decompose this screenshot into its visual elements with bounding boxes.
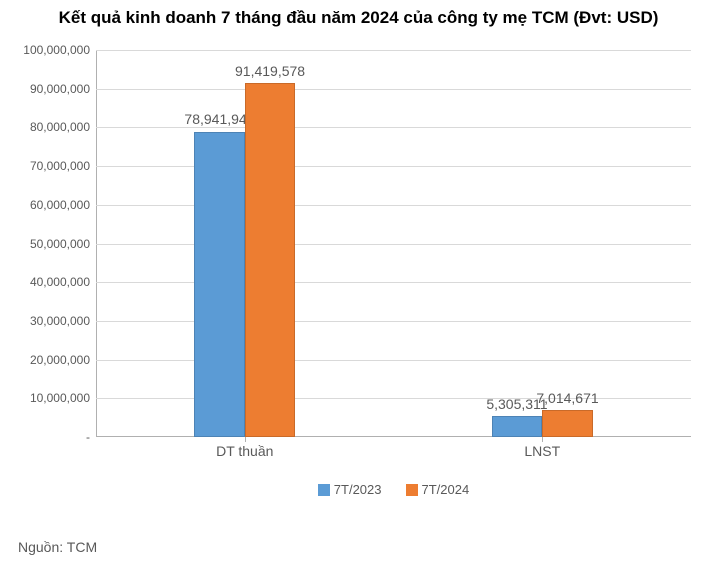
chart-title: Kết quả kinh doanh 7 tháng đầu năm 2024 … bbox=[0, 8, 717, 28]
gridline bbox=[96, 282, 691, 283]
chart-plot: -10,000,00020,000,00030,000,00040,000,00… bbox=[96, 50, 691, 437]
bar-lnst-s2024 bbox=[542, 410, 593, 437]
bar-lnst-s2023 bbox=[492, 416, 543, 437]
legend-item-s2023: 7T/2023 bbox=[318, 481, 382, 497]
bar-dt_thuan-s2024 bbox=[245, 83, 296, 437]
bar-value-label: 7,014,671 bbox=[536, 390, 598, 410]
legend-label: 7T/2024 bbox=[422, 482, 470, 497]
chart-area: - 10,000,000 20,000,000 30,000,000 40,000,00… bbox=[16, 40, 701, 507]
gridline bbox=[96, 360, 691, 361]
gridline bbox=[96, 321, 691, 322]
y-tick-label: - bbox=[86, 430, 96, 444]
bar-value-label: 91,419,578 bbox=[235, 63, 305, 83]
legend-swatch bbox=[406, 484, 418, 496]
gridline bbox=[96, 205, 691, 206]
legend-item-s2024: 7T/2024 bbox=[406, 481, 470, 497]
y-tick-label: 90,000,000 bbox=[30, 82, 96, 96]
legend-label: 7T/2023 bbox=[334, 482, 382, 497]
gridline bbox=[96, 50, 691, 51]
legend-swatch bbox=[318, 484, 330, 496]
legend: 7T/2023 7T/2024 bbox=[96, 481, 691, 497]
y-tick-label: 20,000,000 bbox=[30, 353, 96, 367]
bar-dt_thuan-s2023 bbox=[194, 132, 245, 438]
gridline bbox=[96, 398, 691, 399]
source-text: Nguồn: TCM bbox=[18, 539, 97, 555]
gridline bbox=[96, 166, 691, 167]
x-axis-line bbox=[96, 436, 691, 437]
gridline bbox=[96, 89, 691, 90]
y-tick-label: 60,000,000 bbox=[30, 198, 96, 212]
x-category-label: DT thuần bbox=[216, 437, 273, 459]
y-tick-label: 80,000,000 bbox=[30, 120, 96, 134]
y-tick-label: 70,000,000 bbox=[30, 159, 96, 173]
y-tick-label: 50,000,000 bbox=[30, 237, 96, 251]
gridline bbox=[96, 244, 691, 245]
y-tick-label: 10,000,000 bbox=[30, 391, 96, 405]
y-tick-label: 100,000,000 bbox=[23, 43, 96, 57]
x-category-label: LNST bbox=[524, 437, 560, 459]
chart-container: Kết quả kinh doanh 7 tháng đầu năm 2024 … bbox=[0, 0, 717, 567]
y-tick-label: 40,000,000 bbox=[30, 275, 96, 289]
y-tick-label: 30,000,000 bbox=[30, 314, 96, 328]
